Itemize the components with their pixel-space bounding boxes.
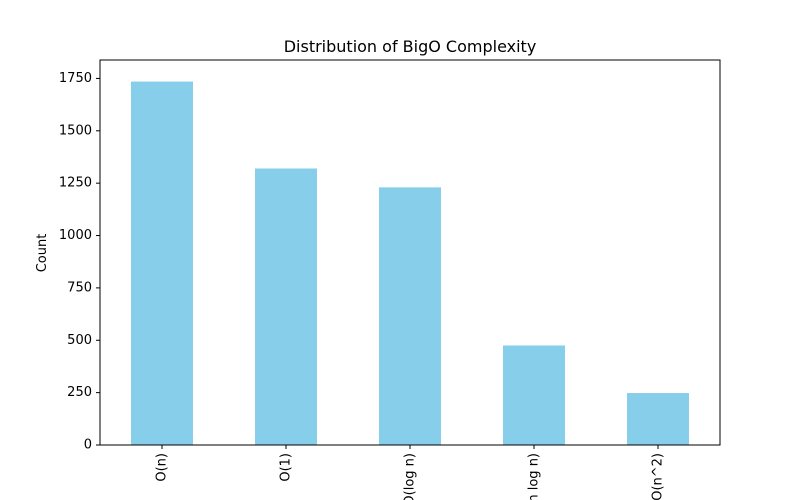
bar-o-n [131, 81, 193, 446]
y-tick-label: 750 [67, 280, 92, 295]
x-tick-label: O(n^2) [651, 453, 666, 500]
bar-o-log-n [379, 187, 441, 445]
y-axis-label: Count [35, 234, 50, 273]
bar-o-n-2 [627, 393, 689, 445]
x-tick-label: O(1) [279, 453, 294, 482]
y-tick-label: 1500 [59, 123, 92, 138]
x-axis-ticks: O(n) O(1) O(log n) O(n log n) O(n^2) [155, 445, 666, 500]
x-tick-label: O(n log n) [527, 453, 542, 500]
plot-frame [99, 59, 721, 446]
bar-o-1 [255, 168, 317, 445]
chart-title: Distribution of BigO Complexity [284, 37, 537, 56]
y-tick-label: 1750 [59, 71, 92, 86]
x-tick-label: O(log n) [403, 453, 418, 500]
y-tick-label: 0 [84, 438, 92, 453]
bar-o-n-log-n [503, 345, 565, 445]
bars-group [131, 81, 689, 446]
y-tick-label: 500 [67, 333, 92, 348]
y-tick-label: 1250 [59, 176, 92, 191]
x-tick-label: O(n) [155, 453, 170, 482]
y-axis-ticks: 0 250 500 750 1000 1250 1500 1750 [59, 71, 100, 453]
y-tick-label: 1000 [59, 228, 92, 243]
y-tick-label: 250 [67, 385, 92, 400]
